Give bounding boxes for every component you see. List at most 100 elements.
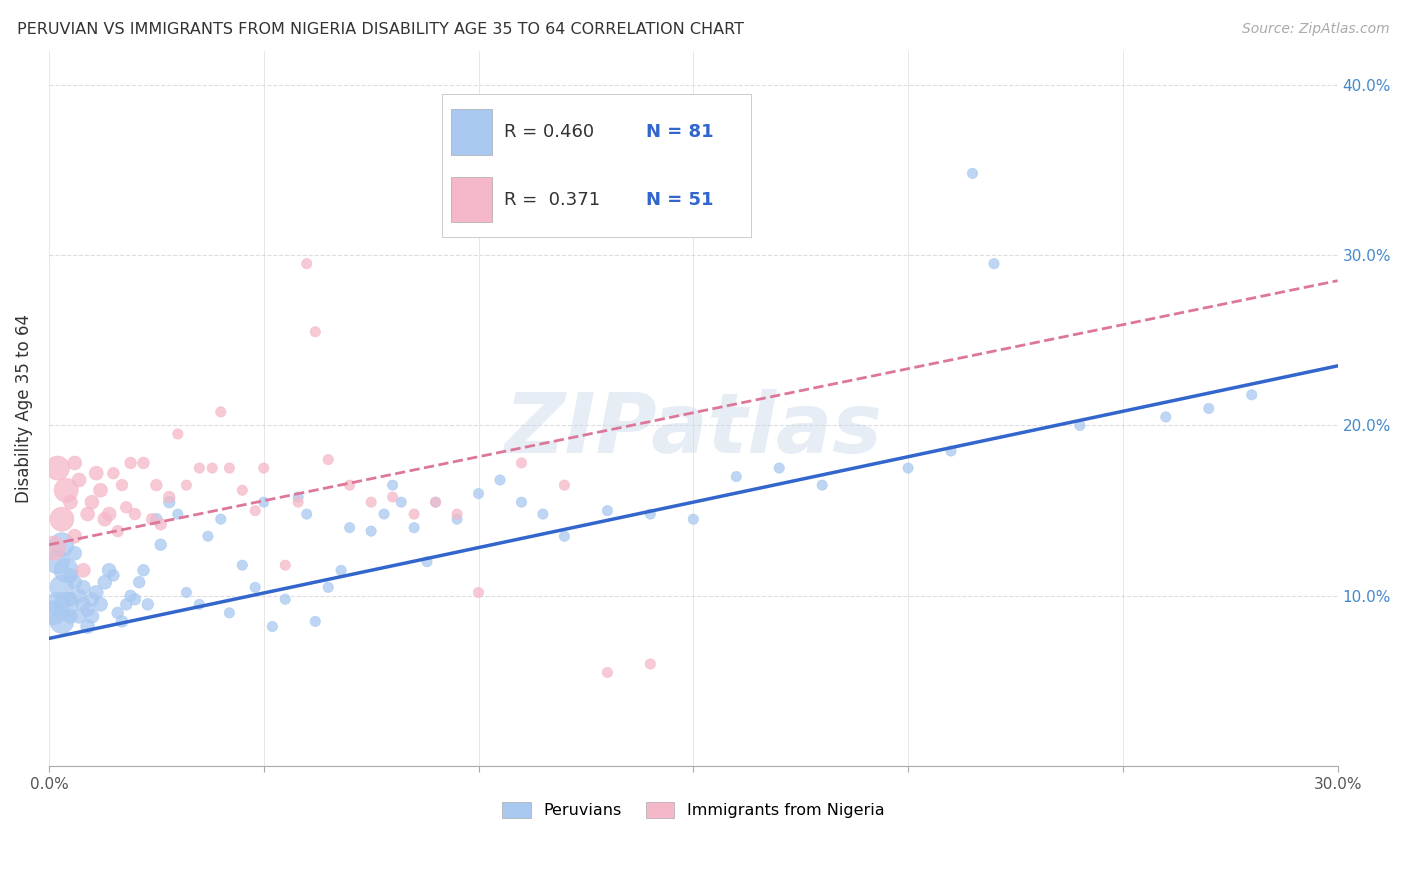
Point — [107, 524, 129, 538]
Point — [42, 541, 65, 556]
Point — [124, 507, 146, 521]
Point — [1198, 401, 1220, 416]
Point — [149, 538, 172, 552]
Point — [76, 507, 98, 521]
Point — [640, 507, 662, 521]
Point — [274, 558, 297, 573]
Point — [145, 512, 167, 526]
Point — [939, 444, 962, 458]
Point — [389, 495, 412, 509]
Point — [51, 512, 73, 526]
Point — [72, 580, 94, 594]
Point — [231, 483, 253, 498]
Point — [67, 589, 90, 603]
Point — [1154, 409, 1177, 424]
Point — [316, 452, 339, 467]
Point — [768, 461, 790, 475]
Point — [274, 592, 297, 607]
Point — [295, 507, 318, 521]
Point — [42, 606, 65, 620]
Point — [145, 478, 167, 492]
Point — [553, 478, 575, 492]
Point — [467, 486, 489, 500]
Point — [176, 585, 198, 599]
Point — [63, 529, 86, 543]
Point — [725, 469, 748, 483]
Point — [262, 619, 284, 633]
Point — [59, 495, 82, 509]
Point — [339, 521, 361, 535]
Point — [467, 585, 489, 599]
Point — [489, 473, 512, 487]
Point — [360, 495, 382, 509]
Point — [55, 563, 77, 577]
Point — [124, 592, 146, 607]
Point — [360, 524, 382, 538]
Point — [188, 598, 211, 612]
Text: Source: ZipAtlas.com: Source: ZipAtlas.com — [1241, 22, 1389, 37]
Text: PERUVIAN VS IMMIGRANTS FROM NIGERIA DISABILITY AGE 35 TO 64 CORRELATION CHART: PERUVIAN VS IMMIGRANTS FROM NIGERIA DISA… — [17, 22, 744, 37]
Point — [103, 466, 125, 480]
Point — [80, 592, 103, 607]
Point — [416, 555, 439, 569]
Point — [201, 461, 224, 475]
Point — [51, 538, 73, 552]
Point — [243, 580, 266, 594]
Point — [253, 495, 276, 509]
Point — [128, 575, 150, 590]
Point — [132, 563, 155, 577]
Point — [67, 609, 90, 624]
Point — [63, 575, 86, 590]
Point — [425, 495, 447, 509]
Point — [46, 555, 69, 569]
Point — [111, 478, 134, 492]
Point — [404, 521, 426, 535]
Point — [218, 461, 240, 475]
Point — [120, 456, 142, 470]
Y-axis label: Disability Age 35 to 64: Disability Age 35 to 64 — [15, 314, 32, 503]
Point — [89, 483, 111, 498]
Point — [295, 257, 318, 271]
Point — [51, 615, 73, 629]
Point — [76, 602, 98, 616]
Point — [897, 461, 920, 475]
Point — [89, 598, 111, 612]
Point — [596, 665, 619, 680]
Point — [55, 598, 77, 612]
Point — [188, 461, 211, 475]
Point — [46, 598, 69, 612]
Point — [72, 598, 94, 612]
Point — [596, 503, 619, 517]
Point — [1240, 388, 1263, 402]
Point — [72, 563, 94, 577]
Point — [67, 473, 90, 487]
Point — [373, 507, 395, 521]
Point — [166, 427, 188, 442]
Point — [1069, 418, 1091, 433]
Point — [304, 615, 326, 629]
Point — [59, 592, 82, 607]
Point — [682, 512, 704, 526]
Point — [76, 619, 98, 633]
Point — [84, 585, 107, 599]
Point — [811, 478, 834, 492]
Point — [381, 490, 404, 504]
Point — [120, 589, 142, 603]
Point — [640, 657, 662, 671]
Point — [84, 466, 107, 480]
Point — [510, 456, 533, 470]
Point — [63, 456, 86, 470]
Point — [94, 575, 117, 590]
Point — [243, 503, 266, 517]
Point — [111, 615, 134, 629]
Point — [197, 529, 219, 543]
Point — [446, 507, 468, 521]
Point — [46, 461, 69, 475]
Point — [157, 490, 180, 504]
Point — [316, 580, 339, 594]
Point — [80, 609, 103, 624]
Point — [51, 580, 73, 594]
Point — [157, 495, 180, 509]
Point — [149, 517, 172, 532]
Point — [166, 507, 188, 521]
